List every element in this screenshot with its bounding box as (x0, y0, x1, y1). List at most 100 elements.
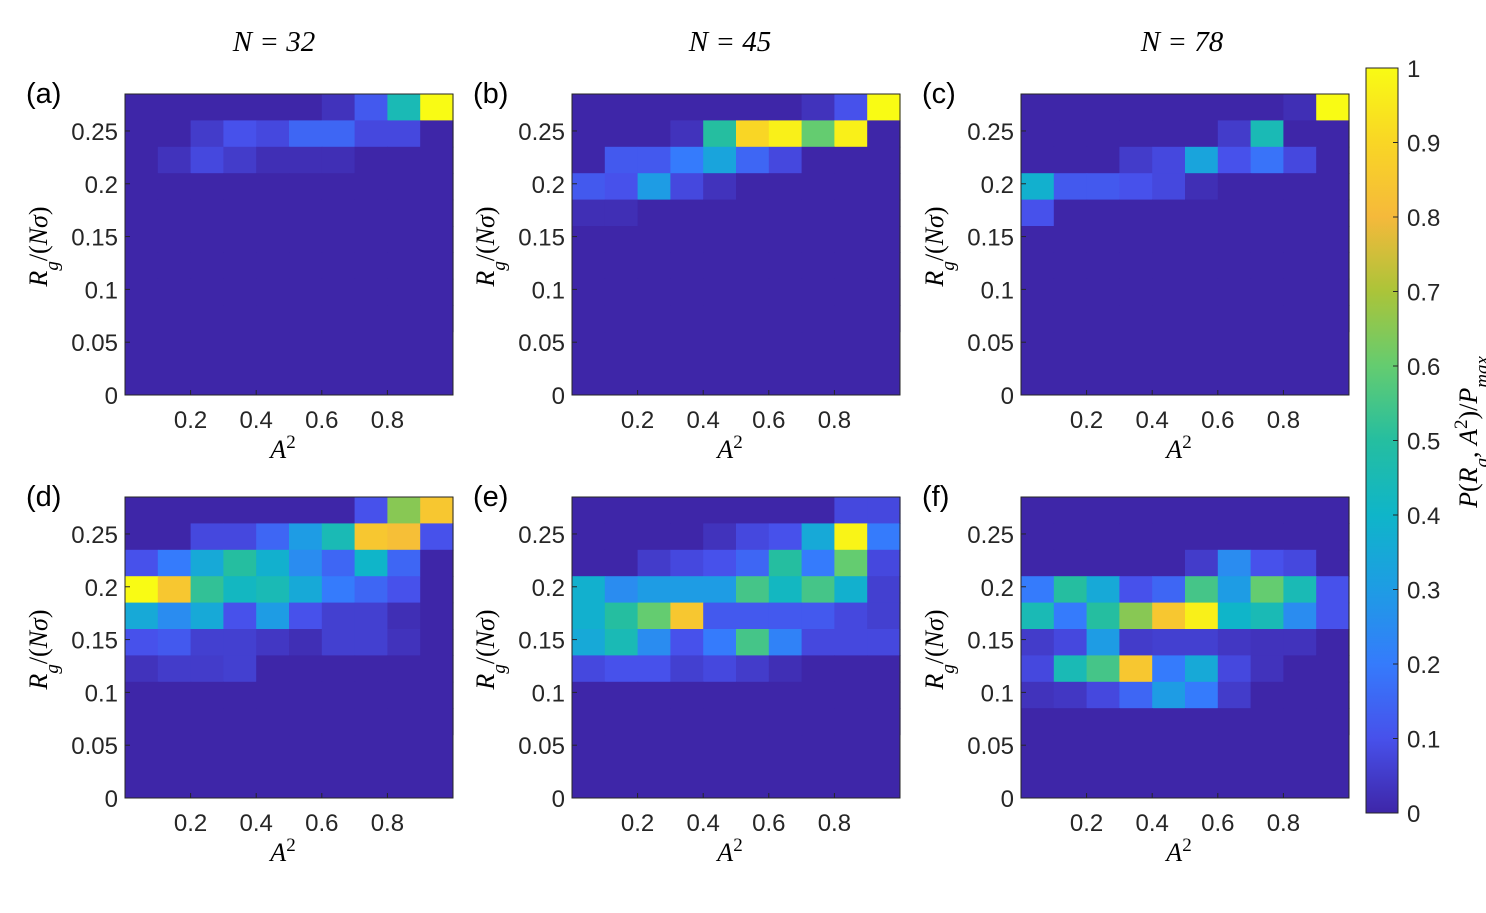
heatmap-cell (289, 576, 323, 604)
heatmap-cell (1250, 497, 1284, 524)
heatmap-cell (834, 226, 868, 253)
heatmap-cell (321, 278, 356, 306)
heatmap-cell (604, 278, 639, 306)
heatmap-cell (1086, 549, 1120, 577)
heatmap-cell (637, 305, 671, 333)
heatmap-cell (1217, 655, 1252, 683)
heatmap-cell (157, 681, 192, 709)
heatmap-cell (801, 305, 835, 333)
x-tick-label: 0.4 (687, 407, 720, 434)
heatmap-cell (125, 199, 159, 227)
heatmap-cell (223, 278, 257, 306)
heatmap-cell (1185, 146, 1219, 174)
heatmap-cell (1316, 252, 1350, 280)
heatmap-cell (637, 523, 671, 551)
heatmap-cell (190, 576, 224, 604)
heatmap-cell (256, 629, 290, 656)
heatmap-cell (867, 655, 901, 683)
heatmap-cell (1316, 226, 1350, 253)
heatmap-cell (703, 681, 737, 709)
colorbar-label: P(Rg, A2)/Pmax (1451, 356, 1486, 509)
heatmap-cell (387, 278, 421, 306)
y-tick-label: 0.1 (85, 277, 118, 304)
heatmap-cell (125, 305, 159, 333)
heatmap-cell (1119, 305, 1153, 333)
heatmap-cell (703, 173, 737, 201)
heatmap-cell (736, 94, 770, 121)
heatmap-cell (768, 120, 803, 148)
heatmap-cell (1185, 576, 1219, 604)
heatmap-cell (1250, 226, 1284, 253)
heatmap-cell (604, 305, 639, 333)
heatmap-cell (1053, 576, 1088, 604)
x-tick-label: 0.8 (818, 407, 851, 434)
heatmap-cell (256, 226, 290, 253)
heatmap-cell (223, 252, 257, 280)
heatmap-cell (637, 629, 671, 656)
x-axis-label: A2 (268, 432, 295, 465)
y-tick-label: 0.05 (518, 733, 565, 760)
heatmap-cell (1250, 146, 1284, 174)
heatmap-cell (801, 602, 835, 630)
heatmap-cell (125, 523, 159, 551)
heatmap-cell (289, 173, 323, 201)
heatmap-cell (1086, 278, 1120, 306)
heatmap-cell (289, 708, 323, 736)
heatmap-cell (1283, 629, 1317, 656)
heatmap-cell (125, 278, 159, 306)
colorbar-gradient (1365, 67, 1399, 814)
heatmap-cell (289, 549, 323, 577)
heatmap-cell (321, 576, 356, 604)
heatmap-cell (289, 602, 323, 630)
x-tick-label: 0.2 (621, 407, 654, 434)
heatmap-cell (223, 629, 257, 656)
heatmap-cell (1021, 305, 1055, 333)
heatmap-cell (321, 523, 356, 551)
heatmap-cell (289, 94, 323, 121)
heatmap-cell (604, 226, 639, 253)
heatmap-cell (703, 576, 737, 604)
heatmap-cell (1086, 146, 1120, 174)
heatmap-cell (1250, 173, 1284, 201)
heatmap-cell (1250, 629, 1284, 656)
y-tick-label: 0.25 (518, 119, 565, 146)
heatmap-cell (289, 120, 323, 148)
heatmap-cell (1185, 549, 1219, 577)
heatmap-cell (801, 681, 835, 709)
heatmap-cell (572, 252, 606, 280)
heatmap-cell (157, 655, 192, 683)
heatmap-cell (1250, 252, 1284, 280)
heatmap-cell (1152, 497, 1186, 524)
heatmap-cell (801, 708, 835, 736)
heatmap-cell (1185, 226, 1219, 253)
heatmap-cell (801, 120, 835, 148)
heatmap-cell (1316, 305, 1350, 333)
axes-frame (571, 93, 901, 396)
heatmap-cell (223, 146, 257, 174)
heatmap-cell (1217, 278, 1252, 306)
heatmap-cell (736, 199, 770, 227)
heatmap-cell (572, 120, 606, 148)
y-tick-label: 0.2 (85, 575, 118, 602)
heatmap-cell (801, 146, 835, 174)
x-tick-label: 0.2 (1070, 407, 1103, 434)
heatmap-cell (1217, 94, 1252, 121)
colorbar-tick-label: 0 (1407, 801, 1420, 828)
heatmap-cell (420, 576, 454, 604)
heatmap-cell (604, 94, 639, 121)
x-tick-label: 0.2 (174, 810, 207, 837)
heatmap-cell (736, 655, 770, 683)
heatmap-cell (1152, 146, 1186, 174)
heatmap-cell (223, 199, 257, 227)
heatmap-cell (1283, 173, 1317, 201)
heatmap-cell (125, 549, 159, 577)
y-tick-label: 0.15 (518, 628, 565, 655)
heatmap-cell (1316, 278, 1350, 306)
heatmap-cell (1185, 708, 1219, 736)
heatmap-cell (572, 602, 606, 630)
heatmap-cell (125, 576, 159, 604)
heatmap-cell (1053, 120, 1088, 148)
heatmap-cell (125, 629, 159, 656)
heatmap-cell (1250, 523, 1284, 551)
heatmap-cell (1283, 523, 1317, 551)
